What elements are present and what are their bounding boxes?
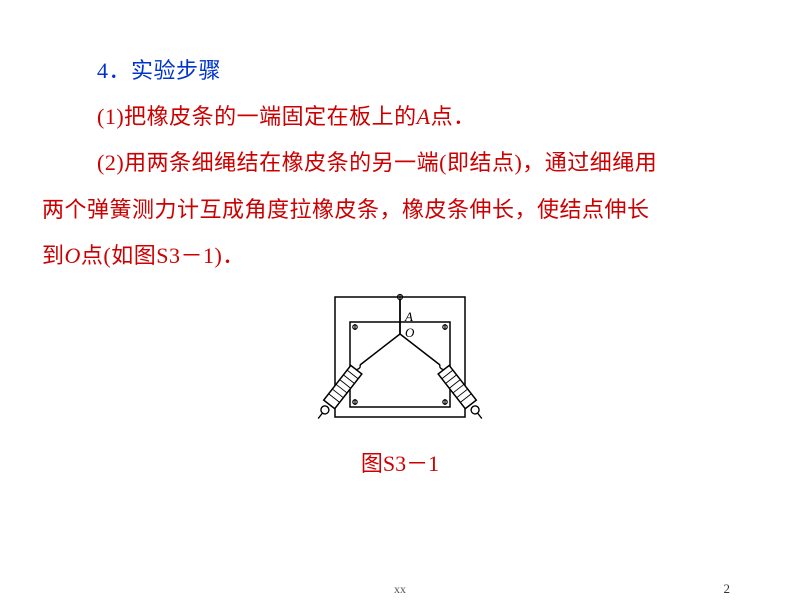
step1-text-a: (1)把橡皮条的一端固定在板上的: [97, 104, 417, 129]
step-2-line-1: (2)用两条细绳结在橡皮条的另一端(即结点)，通过细绳用: [42, 140, 758, 186]
experiment-diagram: A O: [300, 287, 500, 437]
point-o-label: O: [65, 243, 81, 268]
footer-center-text: xx: [394, 582, 406, 596]
section-heading: 4．实验步骤: [42, 48, 758, 94]
diagram-label-o: O: [405, 325, 415, 340]
figure-container: A O: [42, 287, 758, 478]
point-a-label: A: [417, 104, 431, 129]
step2-text-b: 点(如图S3－1)．: [81, 243, 245, 268]
step1-text-b: 点．: [431, 104, 476, 129]
step-2-line-3: 到O点(如图S3－1)．: [42, 233, 758, 279]
document-body: 4．实验步骤 (1)把橡皮条的一端固定在板上的A点． (2)用两条细绳结在橡皮条…: [0, 0, 800, 478]
page-footer: xx 2: [0, 582, 800, 597]
step-2-line-2: 两个弹簧测力计互成角度拉橡皮条，橡皮条伸长，使结点伸长: [42, 187, 758, 233]
step2-text-a: 到: [42, 243, 65, 268]
diagram-label-a: A: [404, 309, 413, 324]
figure-caption: 图S3－1: [42, 446, 758, 478]
step-1: (1)把橡皮条的一端固定在板上的A点．: [42, 94, 758, 140]
page-number: 2: [724, 581, 731, 597]
